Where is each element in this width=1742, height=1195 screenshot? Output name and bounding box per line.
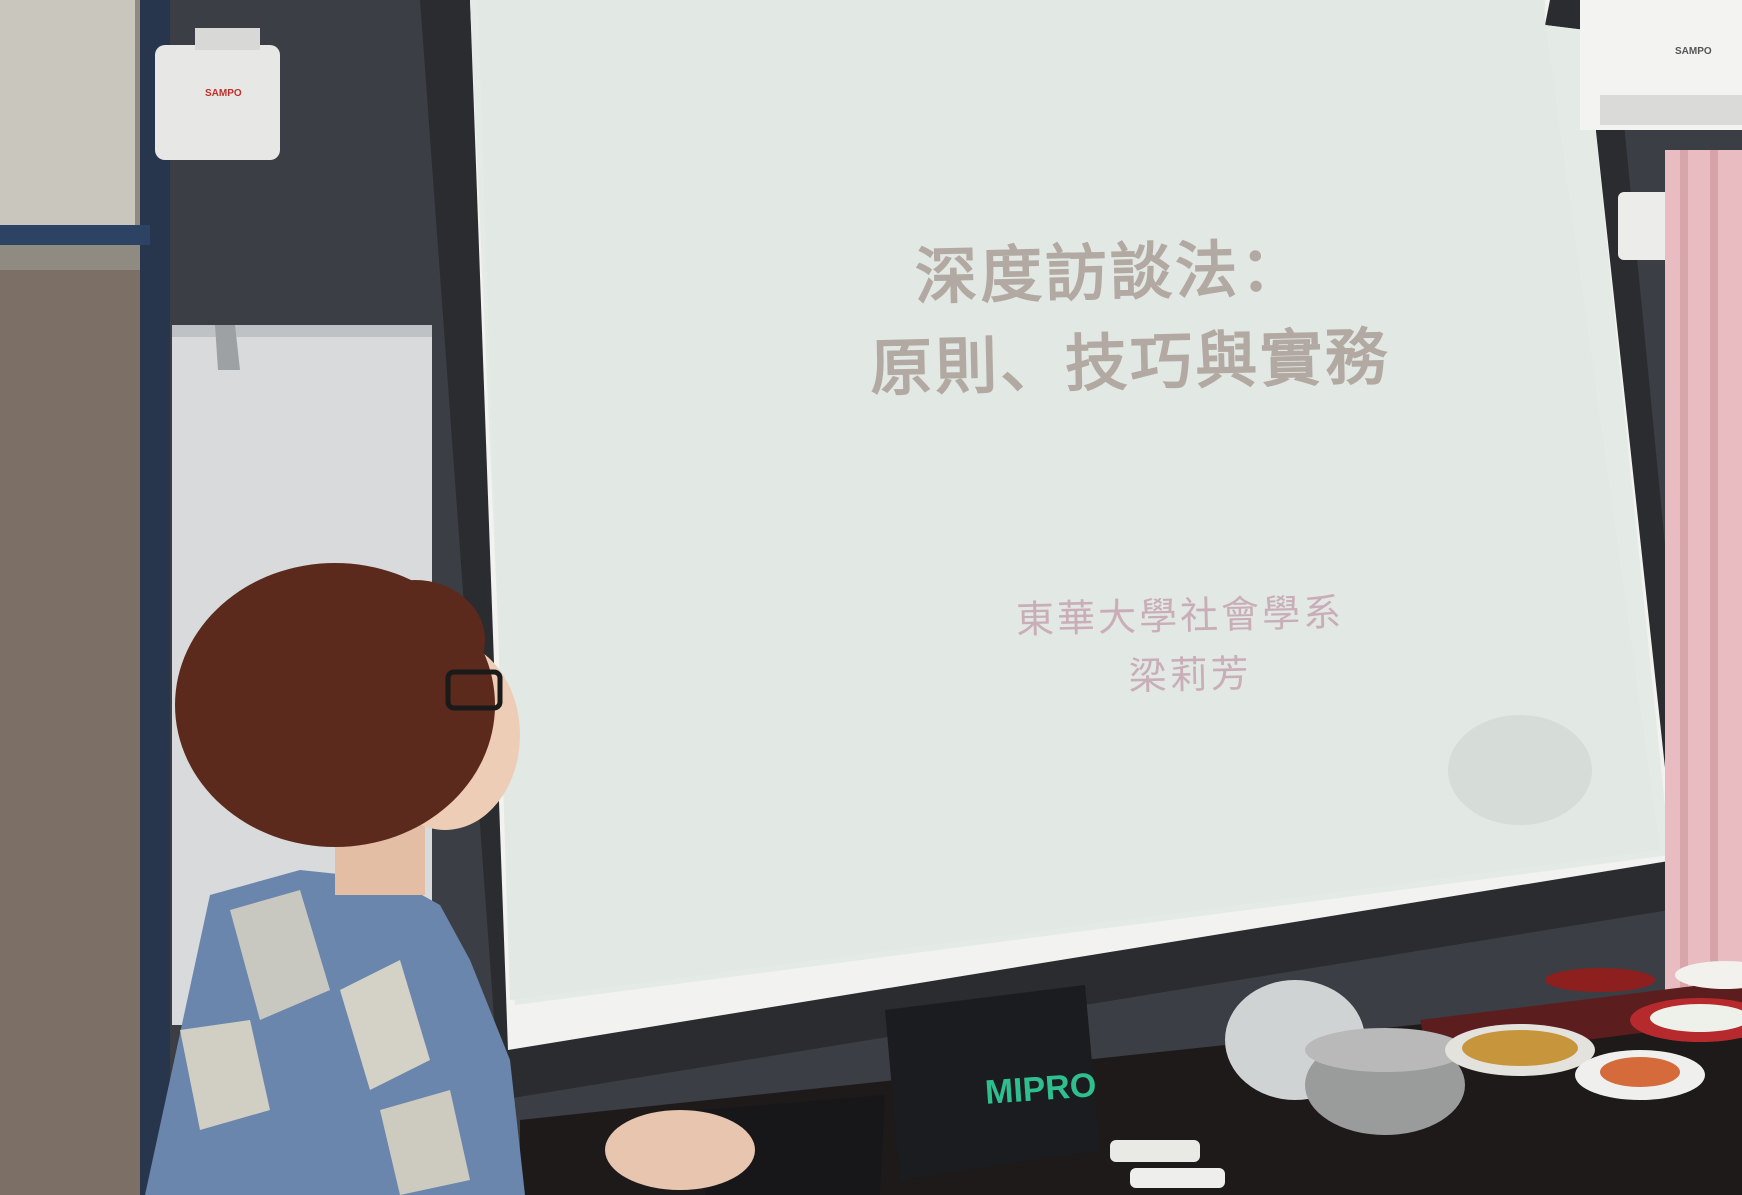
- slide-author: 梁莉芳: [1128, 651, 1253, 699]
- slide-organization: 東華大學社會學系: [1015, 590, 1345, 642]
- glass-partition: [0, 0, 135, 230]
- slide-title-line2: 原則、技巧與實務: [869, 320, 1391, 405]
- speaker-left: [155, 45, 280, 160]
- red-plate: [1545, 968, 1655, 992]
- ac-brand-logo: SAMPO: [1675, 46, 1712, 57]
- hand: [605, 1110, 755, 1190]
- laptop: [700, 1095, 885, 1195]
- mipro-logo: MIPRO: [983, 1066, 1098, 1112]
- presenter: [145, 563, 755, 1195]
- speaker-brand-logo: SAMPO: [205, 88, 242, 99]
- mipro-bag: [885, 985, 1100, 1180]
- slide-title-line1: 深度訪談法：: [914, 231, 1306, 314]
- door-panel: [0, 270, 160, 1195]
- hand-shadow: [1448, 715, 1592, 825]
- projected-slide: [478, 0, 1660, 1000]
- remote-control: [1110, 1140, 1200, 1162]
- side-plate: [1675, 961, 1742, 989]
- door-frame-blue: [140, 0, 170, 1195]
- glasses: [445, 669, 503, 711]
